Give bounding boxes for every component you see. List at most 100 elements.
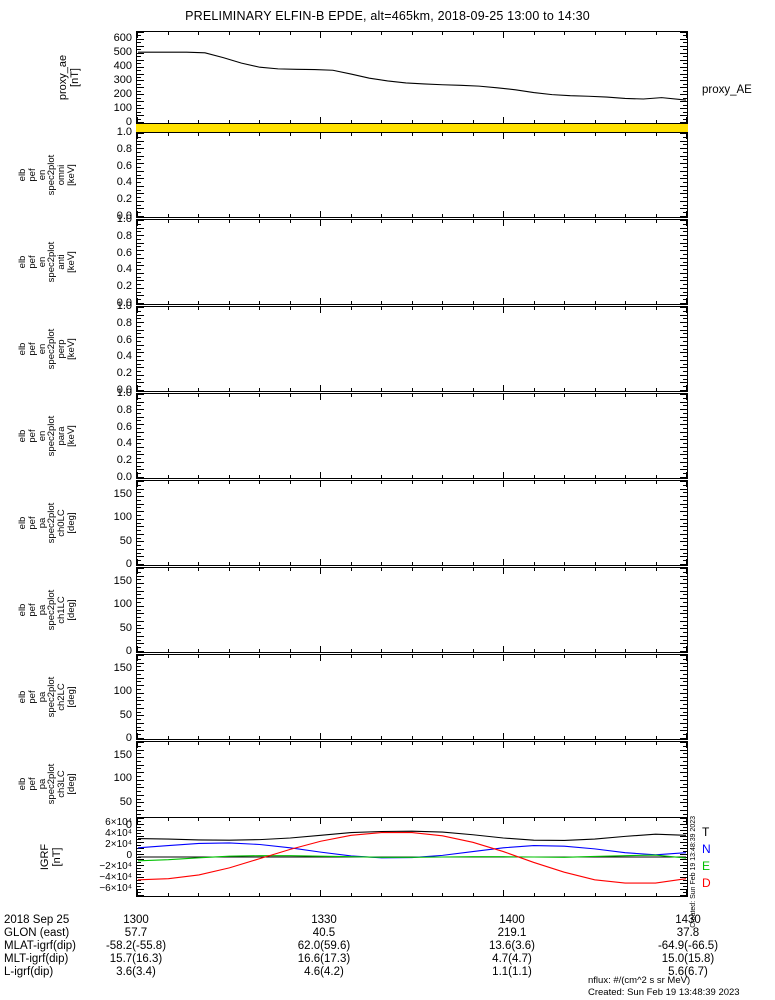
ytick-label: 0.4 xyxy=(116,263,132,276)
ytick-label: 0.8 xyxy=(116,142,132,155)
panel-pa-ch0lc xyxy=(136,480,688,566)
ytick-label: −6×10⁴ xyxy=(99,883,132,895)
yaxis-title-pa-ch1lc: elb pef pa spec2plot ch1LC [deg] xyxy=(17,589,77,631)
bottom-row-value: -64.9(-66.5) xyxy=(657,940,719,952)
ytick-label: 0.6 xyxy=(116,246,132,259)
bottom-row-value: 15.0(15.8) xyxy=(661,953,715,965)
ytick-label: 0.4 xyxy=(116,176,132,189)
legend-item-n: N xyxy=(702,842,711,856)
ytick-label: 1.0 xyxy=(116,213,132,225)
ytick-label: 0.6 xyxy=(116,333,132,346)
panel-en-anti xyxy=(136,219,688,305)
bottom-row-label: GLON (east) xyxy=(4,927,70,939)
panel-axis-ticks xyxy=(137,32,687,123)
ytick-label: 100 xyxy=(113,511,132,524)
ytick-label: 0 xyxy=(125,116,132,128)
bottom-row-value: 40.5 xyxy=(312,927,336,939)
bottom-row-label: 2018 Sep 25 xyxy=(4,914,70,926)
yaxis-title-pa-ch3lc: elb pef pa spec2plot ch3LC [deg] xyxy=(17,763,77,805)
yaxis-title-pa-ch0lc: elb pef pa spec2plot ch0LC [deg] xyxy=(17,502,77,544)
ytick-label: 1.0 xyxy=(116,387,132,399)
proxy-ae-right-label: proxy_AE xyxy=(702,84,752,96)
ytick-label: 50 xyxy=(119,708,132,721)
panel-axis-ticks xyxy=(137,818,687,896)
ytick-label: 50 xyxy=(119,534,132,547)
panel-en-omni xyxy=(136,132,688,218)
ytick-label: 2×10⁴ xyxy=(105,838,132,850)
ytick-label: 0.0 xyxy=(116,210,132,222)
panel-igrf xyxy=(136,817,688,897)
created-timestamp-vertical: Created: Sun Feb 19 13:48:39 2023 xyxy=(690,816,697,928)
ytick-label: 500 xyxy=(113,46,132,58)
panel-pa-ch3lc xyxy=(136,741,688,827)
yellow-status-bar xyxy=(136,124,688,132)
legend-item-d: D xyxy=(702,876,711,890)
panel-axis-ticks xyxy=(137,655,687,739)
ytick-label: 400 xyxy=(113,60,132,72)
yaxis-title-igrf: IGRF [nT] xyxy=(39,843,63,871)
ytick-label: 150 xyxy=(113,488,132,500)
ytick-label: 0.2 xyxy=(116,193,132,206)
series-proxy_ae xyxy=(138,51,687,101)
bottom-row-label: MLT-igrf(dip) xyxy=(4,953,69,965)
bottom-row-value: 37.8 xyxy=(676,927,700,939)
series-n xyxy=(137,842,687,859)
bottom-row-value: 1300 xyxy=(123,914,149,926)
panel-axis-ticks xyxy=(137,220,687,304)
ytick-label: 1.0 xyxy=(116,300,132,312)
footer-notes: nflux: #/(cm^2 s sr MeV) Created: Sun Fe… xyxy=(588,975,740,999)
ytick-label: 150 xyxy=(113,662,132,674)
yaxis-title-en-perp: elb pef en spec2plot perp [keV] xyxy=(17,328,77,370)
bottom-row-value: 1400 xyxy=(499,914,525,926)
ytick-label: 100 xyxy=(113,685,132,698)
ytick-label: 50 xyxy=(119,621,132,634)
bottom-row-value: 4.6(4.2) xyxy=(304,966,344,978)
panel-pa-ch2lc xyxy=(136,654,688,740)
bottom-row-value: 219.1 xyxy=(497,927,527,939)
yaxis-title-pa-ch2lc: elb pef pa spec2plot ch2LC [deg] xyxy=(17,676,77,718)
ytick-label: 200 xyxy=(113,88,132,100)
panel-axis-ticks xyxy=(137,307,687,391)
yaxis-title-proxy-ae: proxy_ae [nT] xyxy=(57,54,81,101)
legend-item-e: E xyxy=(702,859,711,873)
panel-axis-ticks xyxy=(137,742,687,826)
series-t xyxy=(137,830,687,841)
yaxis-title-en-para: elb pef en spec2plot para [keV] xyxy=(17,415,77,457)
bottom-row-label: L-igrf(dip) xyxy=(4,966,54,978)
ytick-label: 0.8 xyxy=(116,403,132,416)
panel-pa-ch1lc xyxy=(136,567,688,653)
bottom-row-value: 4.7(4.7) xyxy=(492,953,532,965)
panel-axis-ticks xyxy=(137,133,687,217)
ytick-label: 0.8 xyxy=(116,229,132,242)
ytick-label: 0 xyxy=(125,558,132,570)
panel-axis-ticks xyxy=(137,568,687,652)
ytick-label: 0.4 xyxy=(116,437,132,450)
ytick-label: 0.2 xyxy=(116,454,132,467)
ytick-label: 0.0 xyxy=(116,297,132,309)
ytick-label: 0.6 xyxy=(116,159,132,172)
ytick-label: 100 xyxy=(113,598,132,611)
ytick-label: 0 xyxy=(125,732,132,744)
bottom-row-value: -58.2(-55.8) xyxy=(105,940,167,952)
ytick-label: −4×10⁴ xyxy=(99,872,132,884)
ytick-label: 4×10⁴ xyxy=(105,827,132,839)
bottom-row-value: 3.6(3.4) xyxy=(116,966,156,978)
bottom-row-value: 1.1(1.1) xyxy=(492,966,532,978)
ytick-label: 150 xyxy=(113,575,132,587)
series-d xyxy=(137,832,687,884)
ytick-label: 600 xyxy=(113,32,132,44)
yaxis-title-en-anti: elb pef en spec2plot anti [keV] xyxy=(17,241,77,283)
created-note: Created: Sun Feb 19 13:48:39 2023 xyxy=(588,986,740,998)
ytick-label: 150 xyxy=(113,749,132,761)
bottom-row-value: 15.7(16.3) xyxy=(109,953,163,965)
ytick-label: 50 xyxy=(119,795,132,808)
bottom-row-value: 13.6(3.6) xyxy=(488,940,536,952)
panel-en-perp xyxy=(136,306,688,392)
panel-axis-ticks xyxy=(137,394,687,478)
ytick-label: 300 xyxy=(113,74,132,86)
bottom-row-value: 1330 xyxy=(311,914,337,926)
series-e xyxy=(137,854,687,862)
ytick-label: 0.0 xyxy=(116,384,132,396)
nflux-unit-note: nflux: #/(cm^2 s sr MeV) xyxy=(588,975,691,986)
